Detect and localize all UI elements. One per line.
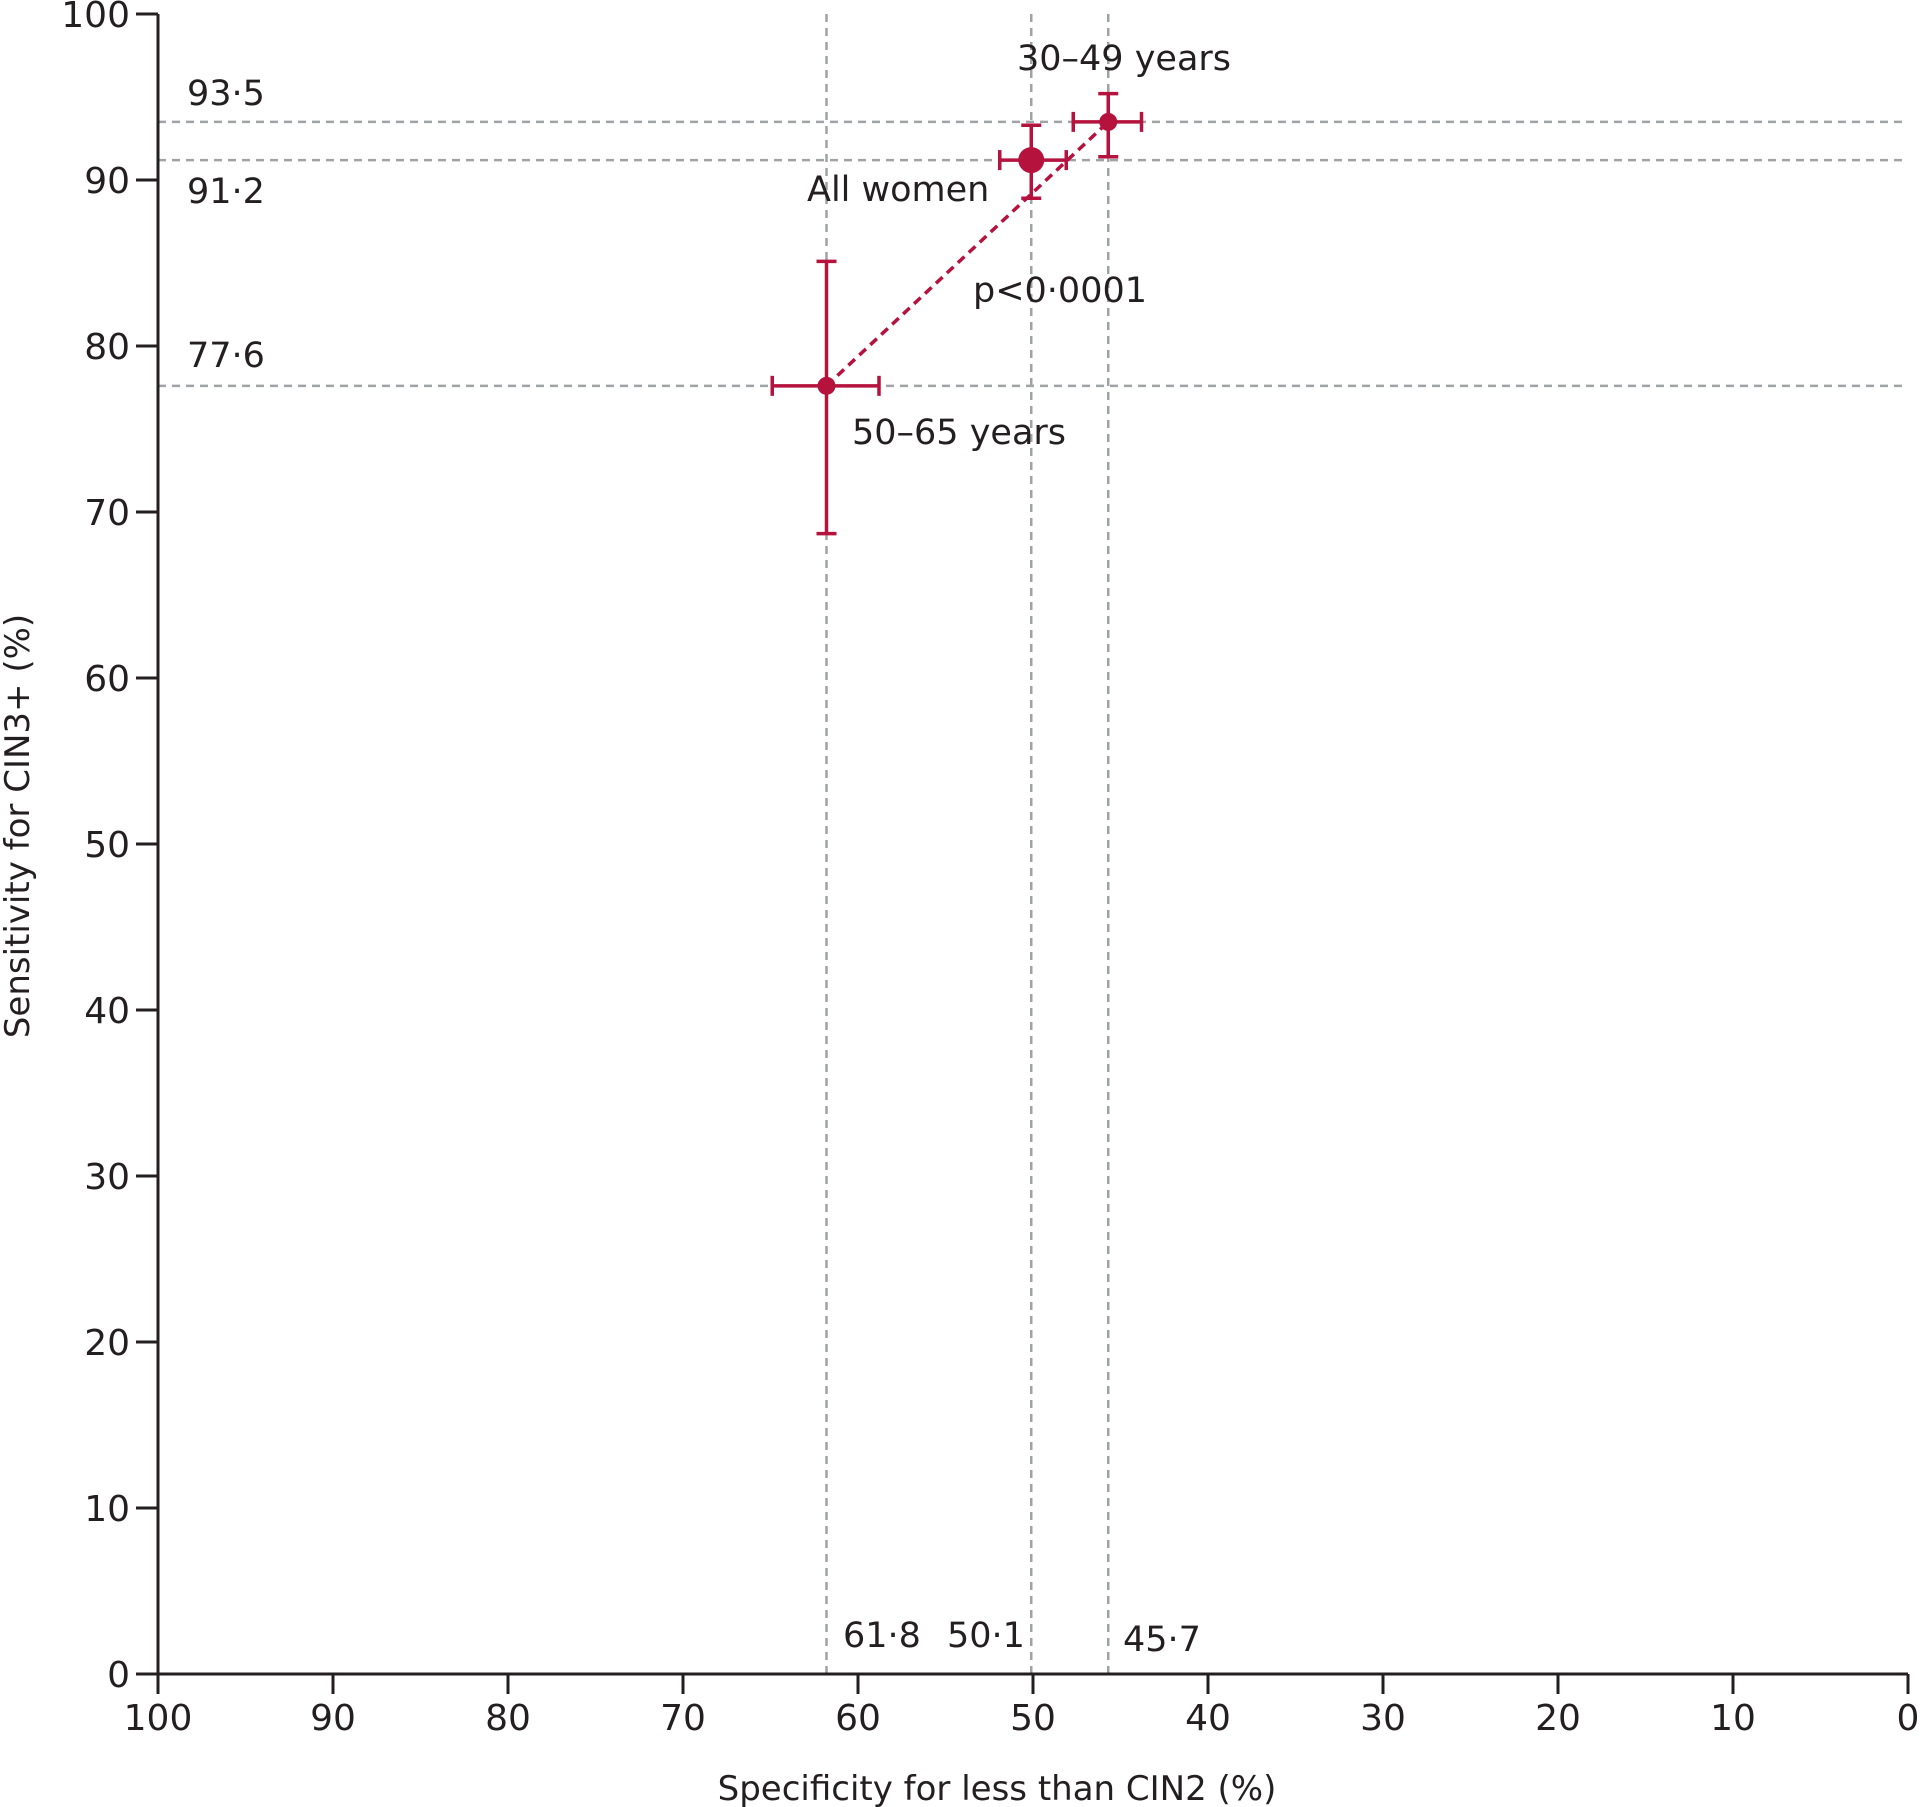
p-value-annotation: p<0·0001: [973, 271, 1147, 311]
y-tick-label: 0: [107, 1655, 130, 1696]
x-tick-label: 50: [1010, 1698, 1056, 1739]
vertical-reference-label: 61·8: [843, 1616, 921, 1656]
x-tick-label: 70: [660, 1698, 706, 1739]
x-tick-label: 80: [485, 1698, 531, 1739]
y-tick-label: 100: [61, 0, 130, 36]
y-tick-label: 80: [84, 327, 130, 368]
reference-lines: [158, 14, 1908, 1674]
y-axis-title: Sensitivity for CIN3+ (%): [0, 614, 38, 1038]
y-tick-label: 90: [84, 161, 130, 202]
x-tick-label: 30: [1360, 1698, 1406, 1739]
y-tick-label: 30: [84, 1157, 130, 1198]
vertical-reference-label: 50·1: [947, 1616, 1025, 1656]
horizontal-reference-label: 93·5: [187, 74, 265, 114]
labels: 30–49 years All women 50–65 years p<0·0001 9…: [187, 39, 1231, 1660]
horizontal-reference-label: 77·6: [187, 336, 265, 376]
x-axis-title: Specificity for less than CIN2 (%): [718, 1769, 1277, 1807]
data-point: [1099, 112, 1118, 131]
horizontal-reference-label: 91·2: [187, 172, 265, 212]
trend-line: [825, 120, 1110, 388]
x-tick-label: 90: [310, 1698, 356, 1739]
x-tick-label: 60: [835, 1698, 881, 1739]
data-series: [770, 91, 1144, 536]
x-tick-label: 100: [124, 1698, 193, 1739]
y-tick-label: 60: [84, 659, 130, 700]
data-point: [817, 376, 836, 395]
data-point: [1018, 147, 1045, 174]
x-tick-label: 20: [1535, 1698, 1581, 1739]
vertical-reference-label: 45·7: [1123, 1620, 1201, 1660]
y-tick-label: 40: [84, 991, 130, 1032]
x-tick-label: 0: [1897, 1698, 1920, 1739]
y-tick-label: 50: [84, 825, 130, 866]
x-tick-label: 10: [1710, 1698, 1756, 1739]
point-label: All women: [807, 170, 989, 210]
y-tick-label: 10: [84, 1489, 130, 1530]
y-tick-label: 20: [84, 1323, 130, 1364]
x-tick-label: 40: [1185, 1698, 1231, 1739]
y-tick-label: 70: [84, 493, 130, 534]
point-label: 30–49 years: [1017, 39, 1231, 79]
point-label: 50–65 years: [852, 413, 1066, 453]
